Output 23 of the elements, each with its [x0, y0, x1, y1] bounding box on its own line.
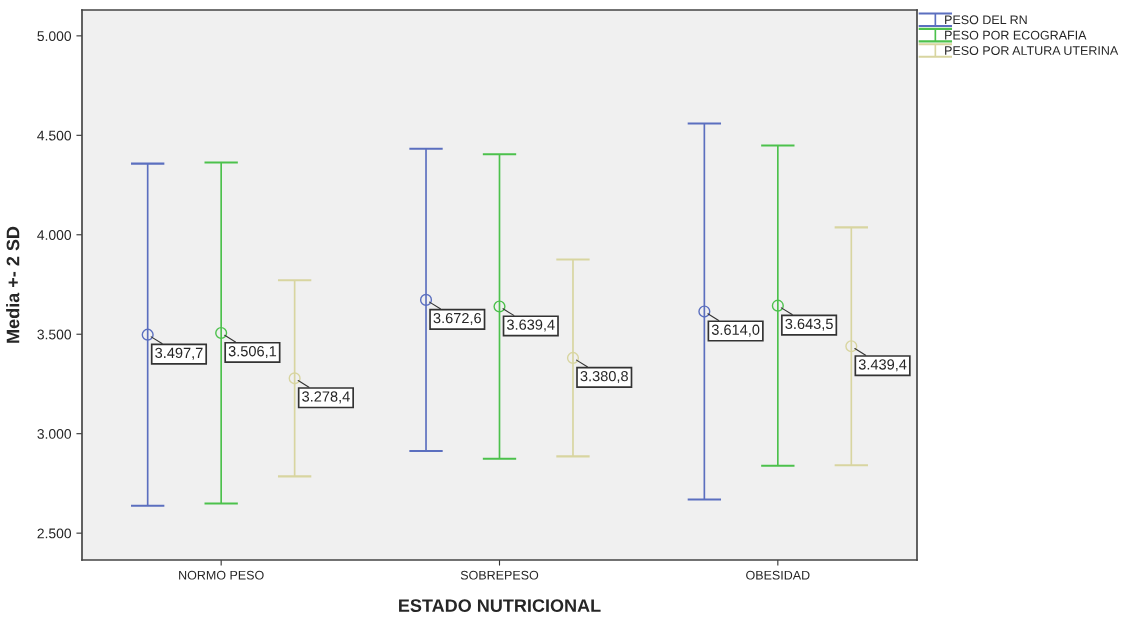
data-label: 3.643,5 [785, 318, 833, 331]
x-axis-title: ESTADO NUTRICIONAL [399, 599, 601, 612]
data-label: 3.614,0 [711, 324, 760, 337]
y-axis-title: Media +- 2 SD [6, 226, 20, 343]
x-tick-label: NORMO PESO [179, 570, 264, 580]
y-tick-label: 3.500 [37, 329, 72, 340]
data-label: 3.672,6 [433, 312, 481, 325]
x-tick-label: SOBREPESO [460, 570, 539, 580]
x-tick-label: OBESIDAD [746, 570, 810, 580]
data-label: 3.380,8 [580, 370, 628, 384]
y-tick-label: 5.000 [37, 31, 72, 42]
y-tick-label: 3.000 [37, 429, 72, 439]
data-label: 3.439,4 [858, 359, 907, 372]
legend-label: PESO POR ECOGRAFIA [945, 30, 1087, 40]
legend-label: PESO POR ALTURA UTERINA [945, 46, 1119, 55]
data-label: 3.639,4 [507, 319, 555, 332]
data-label: 3.497,7 [155, 347, 203, 360]
y-tick-label: 4.000 [37, 230, 72, 240]
y-tick-label: 2.500 [37, 528, 72, 539]
data-label: 3.278,4 [302, 391, 350, 404]
data-label: 3.506,1 [228, 346, 277, 359]
legend-label: PESO DEL RN [945, 15, 1027, 25]
y-tick-label: 4.500 [37, 130, 72, 141]
